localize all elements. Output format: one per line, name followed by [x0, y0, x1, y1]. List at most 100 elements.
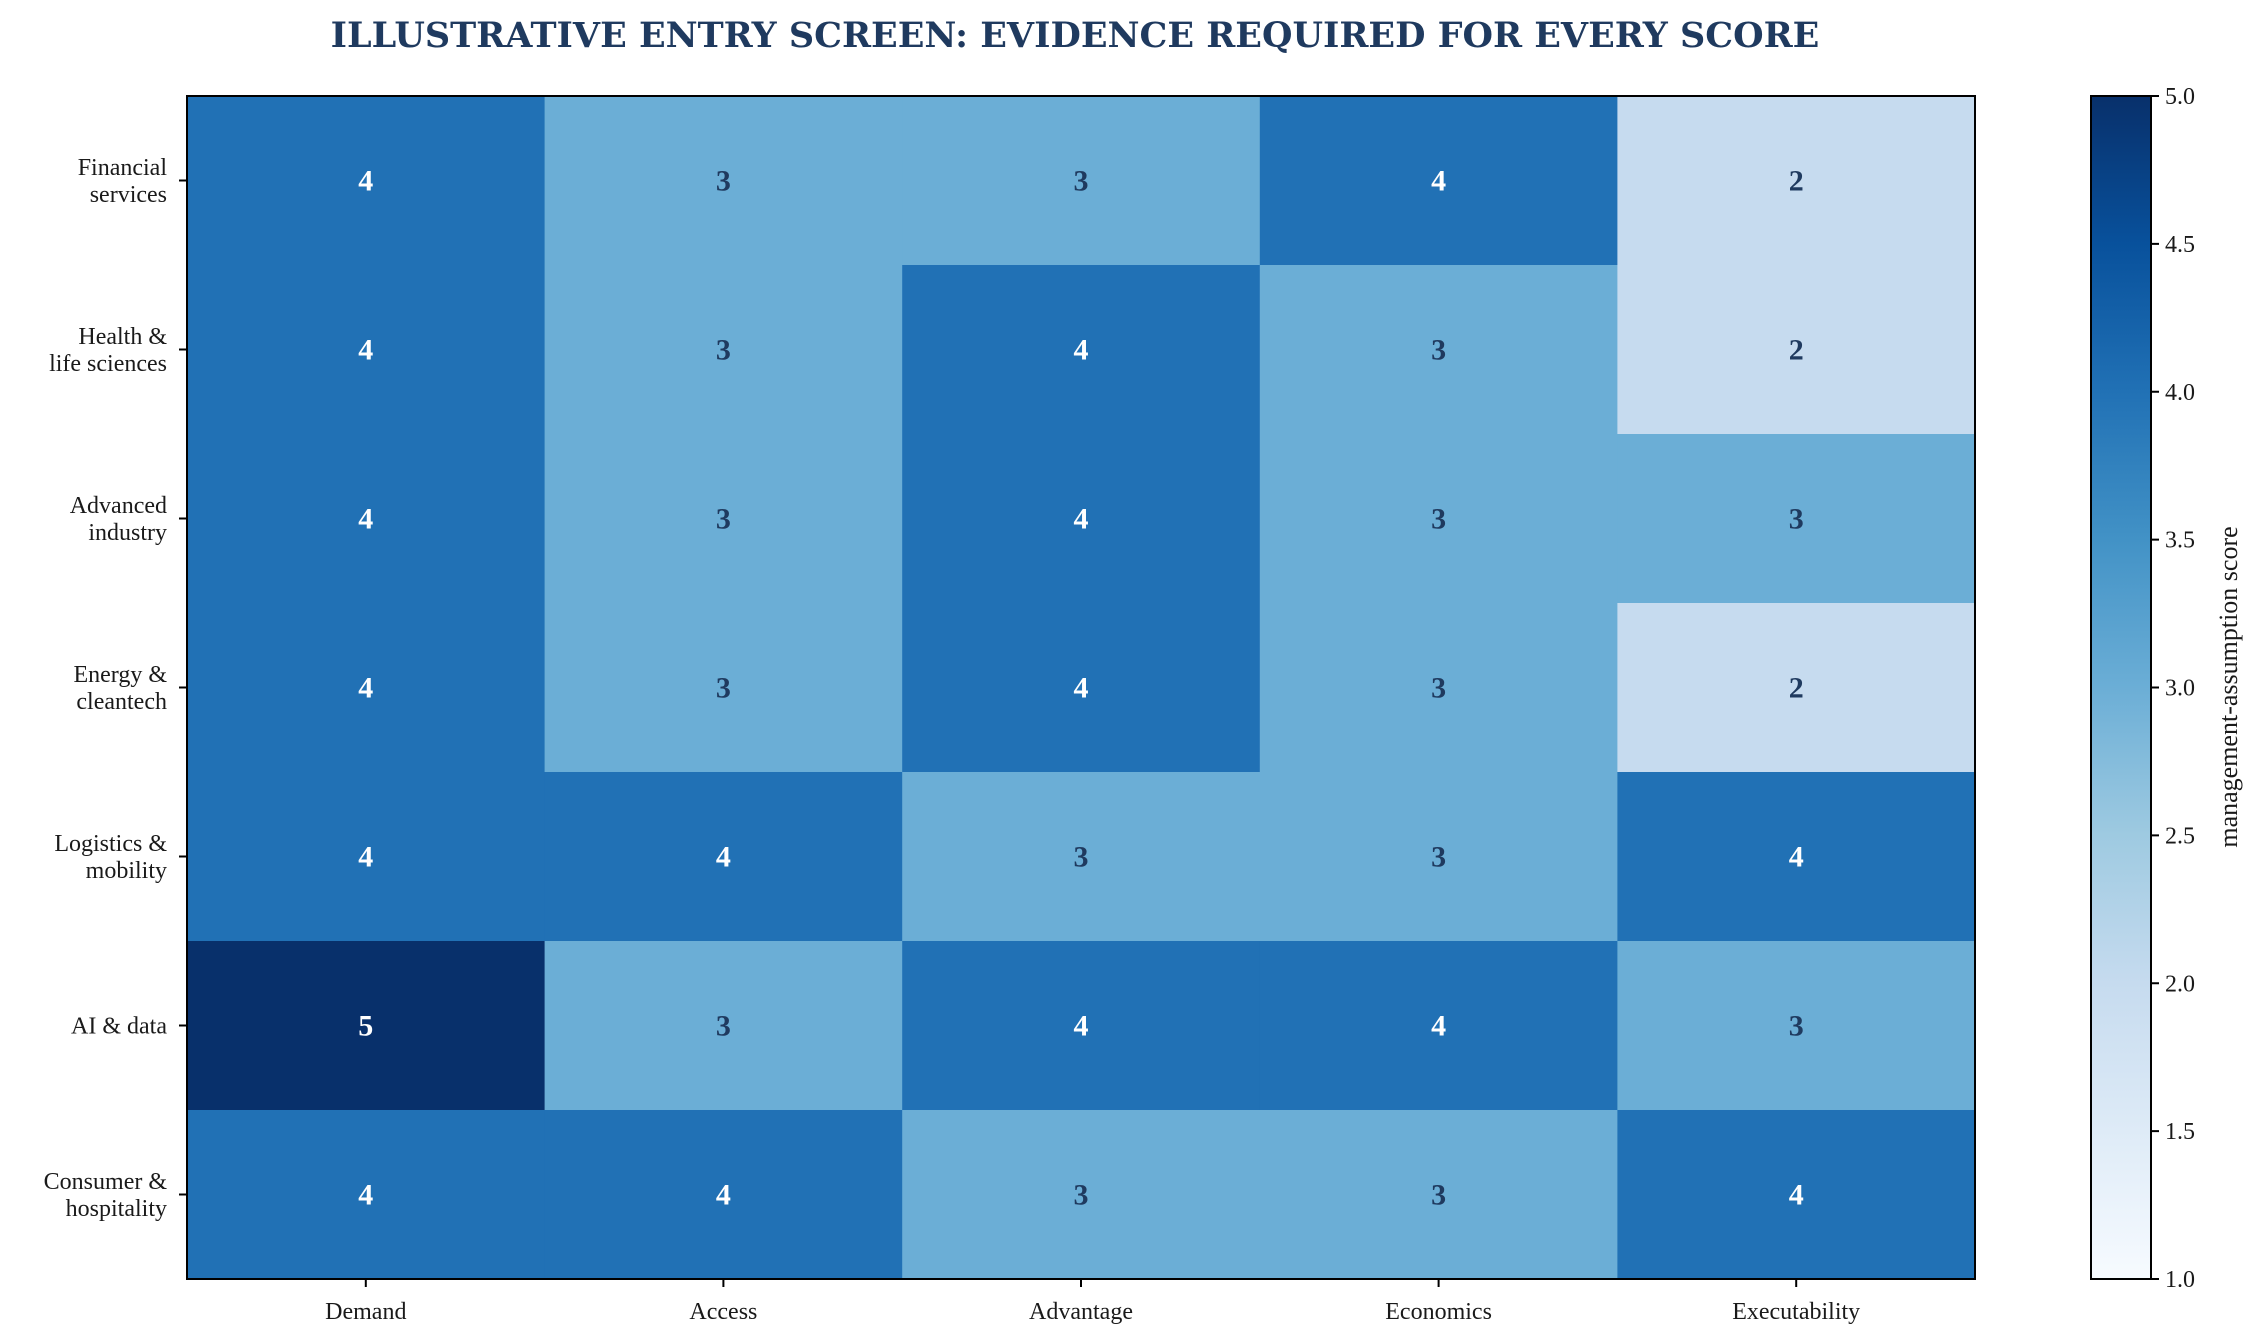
colorbar-tick-label: 3.0 [2165, 676, 2195, 702]
heatmap-cell [902, 1110, 1261, 1280]
cell-value-label: 3 [1431, 1179, 1446, 1212]
heatmap-cell [544, 265, 903, 435]
y-tick-label: cleantech [76, 689, 167, 715]
heatmap-cell [1617, 772, 1976, 942]
cell-value-label: 3 [1789, 1010, 1804, 1043]
chart-title: ILLUSTRATIVE ENTRY SCREEN: EVIDENCE REQU… [331, 15, 1820, 56]
cell-value-label: 4 [358, 334, 373, 367]
cell-value-label: 4 [358, 1179, 373, 1212]
y-tick-label: services [90, 182, 167, 208]
heatmap-cell [902, 772, 1261, 942]
y-tick-label: AI & data [71, 1014, 167, 1040]
heatmap-cell [1617, 96, 1976, 266]
heatmap-cell [544, 603, 903, 773]
cell-value-label: 3 [1431, 841, 1446, 874]
cell-value-label: 4 [1789, 1179, 1804, 1212]
cell-value-label: 4 [358, 841, 373, 874]
heatmap-cell [187, 1110, 546, 1280]
cell-value-label: 3 [716, 334, 731, 367]
cell-value-label: 2 [1789, 334, 1804, 367]
cell-value-label: 4 [1074, 1010, 1089, 1043]
cell-value-label: 4 [1431, 1010, 1446, 1043]
heatmap-cell [187, 96, 546, 266]
x-tick-label: Economics [1385, 1299, 1492, 1325]
heatmap-cell [902, 265, 1261, 435]
colorbar-tick-label: 4.5 [2165, 232, 2195, 258]
heatmap-cell-labels: 4 3 3 4 2 4 3 4 3 2 4 3 4 3 3 4 3 4 3 2 4 4 3 3 4 5 3 4 4 3 4 4 3 3 4 [358, 165, 1803, 1212]
y-tick-label: life sciences [49, 351, 167, 377]
cell-value-label: 4 [1789, 841, 1804, 874]
y-tick-label: Advanced [70, 493, 167, 519]
cell-value-label: 4 [1431, 165, 1446, 198]
cell-value-label: 4 [358, 672, 373, 705]
cell-value-label: 3 [1074, 1179, 1089, 1212]
heatmap-cell [1259, 941, 1618, 1111]
heatmap-cell [902, 96, 1261, 266]
x-tick-label: Advantage [1029, 1299, 1133, 1325]
heatmap-cell [187, 772, 546, 942]
colorbar-tick-label: 4.0 [2165, 380, 2195, 406]
heatmap-cell [1259, 96, 1618, 266]
heatmap-cell [1617, 1110, 1976, 1280]
cell-value-label: 3 [716, 503, 731, 536]
heatmap-cell [1617, 434, 1976, 604]
cell-value-label: 4 [716, 841, 731, 874]
heatmap-cells [187, 96, 1976, 1280]
cell-value-label: 3 [716, 1010, 731, 1043]
colorbar-tick-label: 2.0 [2165, 971, 2195, 997]
colorbar: 1.0 1.5 2.0 2.5 3.0 3.5 4.0 4.5 5.0 management-a… [2090, 84, 2243, 1293]
heatmap-cell [544, 434, 903, 604]
heatmap-cell [544, 772, 903, 942]
cell-value-label: 4 [1074, 503, 1089, 536]
cell-value-label: 3 [716, 672, 731, 705]
heatmap-cell [1259, 265, 1618, 435]
heatmap-cell [544, 941, 903, 1111]
heatmap-cell [187, 434, 546, 604]
heatmap-cell [187, 941, 546, 1111]
colorbar-tick-label: 3.5 [2165, 528, 2195, 554]
cell-value-label: 5 [358, 1010, 373, 1043]
y-tick-label: Logistics & [54, 831, 167, 857]
y-tick-label: industry [88, 520, 167, 546]
cell-value-label: 2 [1789, 165, 1804, 198]
cell-value-label: 4 [358, 503, 373, 536]
colorbar-ticks: 1.0 1.5 2.0 2.5 3.0 3.5 4.0 4.5 5.0 [2151, 84, 2195, 1293]
cell-value-label: 3 [1074, 841, 1089, 874]
heatmap-cell [902, 941, 1261, 1111]
colorbar-label: management-assumption score [2214, 526, 2243, 847]
x-tick-label: Access [689, 1299, 757, 1325]
heatmap-cell [1259, 1110, 1618, 1280]
cell-value-label: 4 [716, 1179, 731, 1212]
x-axis: Demand Access Advantage Economics Executabil… [325, 1279, 1860, 1325]
cell-value-label: 4 [1074, 672, 1089, 705]
heatmap-cell [1617, 265, 1976, 435]
cell-value-label: 3 [1431, 334, 1446, 367]
cell-value-label: 3 [1789, 503, 1804, 536]
heatmap-cell [902, 603, 1261, 773]
cell-value-label: 3 [1431, 672, 1446, 705]
colorbar-tick-label: 2.5 [2165, 823, 2195, 849]
colorbar-tick-label: 5.0 [2165, 84, 2195, 110]
heatmap-cell [1617, 603, 1976, 773]
y-tick-label: Consumer & [44, 1169, 168, 1195]
colorbar-gradient [2091, 96, 2151, 1279]
heatmap-cell [544, 96, 903, 266]
heatmap-cell [1617, 941, 1976, 1111]
heatmap-cell [902, 434, 1261, 604]
cell-value-label: 2 [1789, 672, 1804, 705]
cell-value-label: 3 [1074, 165, 1089, 198]
cell-value-label: 3 [1431, 503, 1446, 536]
heatmap-cell [1259, 772, 1618, 942]
cell-value-label: 3 [716, 165, 731, 198]
y-tick-label: hospitality [66, 1196, 167, 1222]
heatmap-cell [544, 1110, 903, 1280]
cell-value-label: 4 [358, 165, 373, 198]
heatmap-cell [187, 265, 546, 435]
colorbar-tick-label: 1.5 [2165, 1119, 2195, 1145]
y-tick-label: Financial [78, 155, 168, 181]
y-tick-label: Energy & [73, 662, 167, 688]
heatmap-cell [187, 603, 546, 773]
y-tick-label: mobility [86, 858, 167, 884]
